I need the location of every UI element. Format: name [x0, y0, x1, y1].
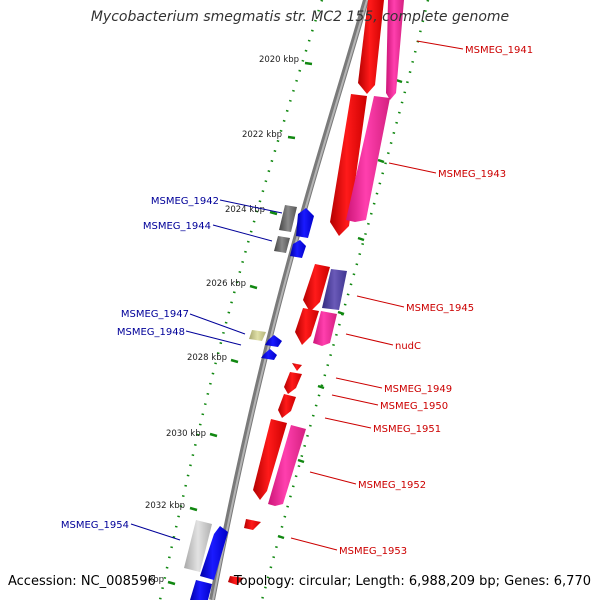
gene-msmeg-1941[interactable] — [358, 0, 384, 94]
label-msmeg-1948[interactable]: MSMEG_1948 — [117, 327, 185, 338]
gene-msmeg-1942[interactable] — [279, 205, 297, 232]
label-msmeg-1942[interactable]: MSMEG_1942 — [151, 196, 219, 207]
ruler-label: 2028 kbp — [187, 353, 227, 363]
genome-title: Mycobacterium smegmatis str. MC2 155, co… — [90, 9, 510, 25]
ruler-label: 2020 kbp — [259, 55, 299, 65]
label-msmeg-1952[interactable]: MSMEG_1952 — [358, 480, 426, 491]
gene-small-arrow-2[interactable] — [228, 576, 244, 585]
genome-backbone — [209, 0, 369, 601]
label-msmeg-1953[interactable]: MSMEG_1953 — [339, 546, 407, 557]
gene-nudc-lower[interactable] — [295, 308, 319, 345]
genome-summary-text: Topology: circular; Length: 6,988,209 bp… — [233, 574, 591, 589]
accession-text: Accession: NC_008596 — [8, 574, 156, 589]
gene-msmeg-1941-rna[interactable] — [386, 0, 404, 100]
gene-msmeg-1948[interactable] — [261, 349, 277, 360]
ruler-label: 2032 kbp — [145, 501, 185, 511]
label-leader-lines — [130, 40, 464, 551]
gene-msmeg-1950[interactable] — [278, 394, 296, 418]
gene-blue-bottom[interactable] — [190, 580, 212, 600]
ruler-label: 2024 kbp — [225, 205, 265, 215]
forward-gene-labels: MSMEG_1941 MSMEG_1943 MSMEG_1945 nudC MS… — [339, 45, 533, 557]
gene-msmeg-1952-rna[interactable] — [268, 425, 306, 506]
reverse-gene-labels: MSMEG_1942 MSMEG_1944 MSMEG_1947 MSMEG_1… — [61, 196, 219, 531]
gene-msmeg-1942-cds[interactable] — [296, 208, 314, 238]
genome-backbone-highlight — [212, 0, 368, 601]
label-nudc[interactable]: nudC — [395, 341, 421, 352]
ruler-label: 2022 kbp — [242, 130, 282, 140]
ruler-label: kbp — [148, 575, 164, 585]
gene-msmeg-1945-overlap[interactable] — [322, 269, 347, 310]
gene-msmeg-1945[interactable] — [303, 264, 330, 312]
ruler-major-ticks — [167, 61, 403, 586]
forward-strand-features — [228, 0, 404, 585]
gene-msmeg-1943[interactable] — [330, 94, 367, 236]
label-msmeg-1949[interactable]: MSMEG_1949 — [384, 384, 452, 395]
ruler-arc-outer — [260, 0, 430, 601]
gene-msmeg-1949[interactable] — [284, 372, 302, 394]
gene-msmeg-1953[interactable] — [244, 519, 261, 530]
label-msmeg-1941[interactable]: MSMEG_1941 — [465, 45, 533, 56]
gene-msmeg-1954-cds[interactable] — [200, 526, 228, 580]
gene-small-arrow-1[interactable] — [292, 363, 302, 371]
ruler-label: 2026 kbp — [206, 279, 246, 289]
ruler-labels: 2020 kbp 2022 kbp 2024 kbp 2026 kbp 2028… — [145, 55, 299, 585]
gene-msmeg-1954[interactable] — [184, 520, 212, 572]
label-msmeg-1944[interactable]: MSMEG_1944 — [143, 221, 211, 232]
label-msmeg-1943[interactable]: MSMEG_1943 — [438, 169, 506, 180]
label-msmeg-1951[interactable]: MSMEG_1951 — [373, 424, 441, 435]
gene-msmeg-1944-cds[interactable] — [290, 240, 306, 258]
gene-msmeg-1952[interactable] — [253, 419, 287, 500]
gene-msmeg-1943-rna[interactable] — [346, 96, 390, 222]
gene-msmeg-1944[interactable] — [274, 236, 290, 253]
ruler-label: 2030 kbp — [166, 429, 206, 439]
gene-msmeg-1947-cds[interactable] — [265, 335, 282, 347]
reverse-strand-features — [184, 205, 314, 600]
gene-msmeg-1947[interactable] — [249, 330, 266, 341]
label-msmeg-1950[interactable]: MSMEG_1950 — [380, 401, 448, 412]
label-msmeg-1945[interactable]: MSMEG_1945 — [406, 303, 474, 314]
gene-nudc[interactable] — [313, 311, 337, 346]
label-msmeg-1954[interactable]: MSMEG_1954 — [61, 520, 129, 531]
label-msmeg-1947[interactable]: MSMEG_1947 — [121, 309, 189, 320]
